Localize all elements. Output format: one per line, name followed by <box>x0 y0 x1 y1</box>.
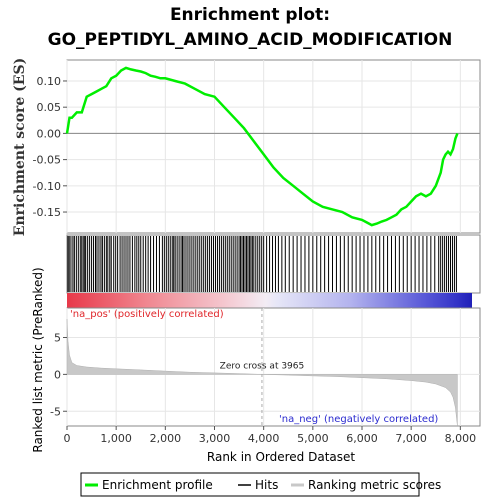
chart-title-line1: Enrichment plot: <box>170 5 330 25</box>
neg-correlated-label: 'na_neg' (negatively correlated) <box>279 414 438 425</box>
es-panel <box>66 59 481 234</box>
es-y-ticks: 0.10 0.05 0.00 -0.05 -0.10 -0.15 <box>33 75 67 219</box>
x-tick-label: 7,000 <box>395 432 427 445</box>
es-y-tick-label: -0.10 <box>33 180 61 193</box>
metric-y-axis-label: Ranked list metric (PreRanked) <box>31 267 45 452</box>
es-y-axis-label: Enrichment score (ES) <box>12 58 28 236</box>
es-y-tick-label: 0.10 <box>37 75 62 88</box>
legend-label-hits: Hits <box>255 478 278 492</box>
es-y-tick-label: -0.05 <box>33 154 61 167</box>
x-axis-ticks: 0 1,000 2,000 3,000 4,000 5,000 6,000 7,000 8,00… <box>64 426 477 445</box>
metric-y-tick-label: 0 <box>54 368 61 381</box>
ranking-metric-area <box>66 319 458 427</box>
x-tick-label: 2,000 <box>150 432 182 445</box>
es-y-tick-label: 0.05 <box>37 101 62 114</box>
x-tick-label: 6,000 <box>346 432 378 445</box>
enrichment-profile-line <box>65 66 459 227</box>
x-tick-label: 8,000 <box>445 432 477 445</box>
metric-y-tick-label: 5 <box>54 332 61 345</box>
es-y-tick-label: 0.00 <box>37 127 62 140</box>
x-tick-label: 0 <box>64 432 71 445</box>
pos-correlated-label: 'na_pos' (positively correlated) <box>70 309 224 320</box>
zero-cross-label: Zero cross at 3965 <box>220 361 305 371</box>
chart-title-line2: GO_PEPTIDYL_AMINO_ACID_MODIFICATION <box>48 30 453 50</box>
legend-label-metric: Ranking metric scores <box>308 478 441 492</box>
rank-color-bar <box>67 293 472 308</box>
x-axis-label: Rank in Ordered Dataset <box>207 450 355 464</box>
hits-panel <box>66 234 481 294</box>
legend-label-enrichment: Enrichment profile <box>102 478 213 492</box>
x-tick-label: 1,000 <box>100 432 132 445</box>
x-tick-label: 4,000 <box>248 432 280 445</box>
metric-y-ticks: 5 0 -5 <box>50 332 67 418</box>
metric-y-tick-label: -5 <box>50 405 61 418</box>
es-y-tick-label: -0.15 <box>33 206 61 219</box>
x-tick-label: 3,000 <box>199 432 231 445</box>
hits-marks <box>67 236 457 292</box>
legend: Enrichment profile Hits Ranking metric s… <box>80 472 441 497</box>
x-tick-label: 5,000 <box>297 432 329 445</box>
